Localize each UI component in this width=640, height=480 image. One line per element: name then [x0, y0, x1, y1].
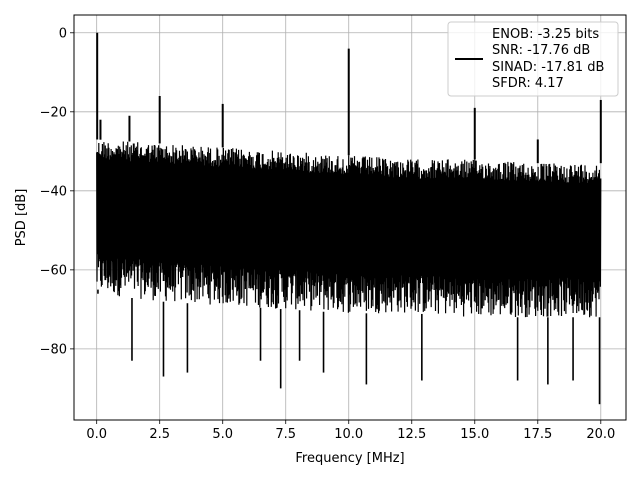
y-tick-label: −60 — [40, 263, 67, 278]
x-axis-title: Frequency [MHz] — [295, 451, 404, 466]
plot-frame — [73, 14, 627, 421]
x-tick-label: 12.5 — [397, 427, 426, 442]
x-tick-label: 2.5 — [149, 427, 170, 442]
legend-line-snr: SNR: -17.76 dB — [492, 43, 590, 58]
legend-line-enob: ENOB: -3.25 bits — [492, 27, 599, 42]
x-axis: 0.0 2.5 5.0 7.5 10.0 12.5 15.0 17.5 20.0 — [86, 420, 615, 442]
y-tick-label: −80 — [40, 342, 67, 357]
y-axis-title: PSD [dB] — [14, 189, 29, 247]
y-tick-label: −40 — [40, 184, 67, 199]
x-tick-label: 7.5 — [275, 427, 296, 442]
y-axis: 0 −20 −40 −60 −80 — [40, 26, 74, 357]
x-tick-label: 20.0 — [586, 427, 615, 442]
x-tick-label: 10.0 — [334, 427, 363, 442]
y-tick-label: 0 — [59, 26, 67, 41]
x-tick-label: 17.5 — [523, 427, 552, 442]
x-tick-label: 5.0 — [212, 427, 233, 442]
y-tick-label: −20 — [40, 105, 67, 120]
legend-line-sfdr: SFDR: 4.17 — [492, 76, 564, 91]
psd-trace — [96, 141, 602, 318]
data-layer — [96, 32, 602, 405]
x-tick-label: 0.0 — [86, 427, 107, 442]
legend-box — [447, 21, 619, 97]
x-tick-label: 15.0 — [460, 427, 489, 442]
legend: ENOB: -3.25 bits SNR: -17.76 dB SINAD: -… — [447, 21, 619, 97]
legend-line-sinad: SINAD: -17.81 dB — [492, 60, 604, 75]
